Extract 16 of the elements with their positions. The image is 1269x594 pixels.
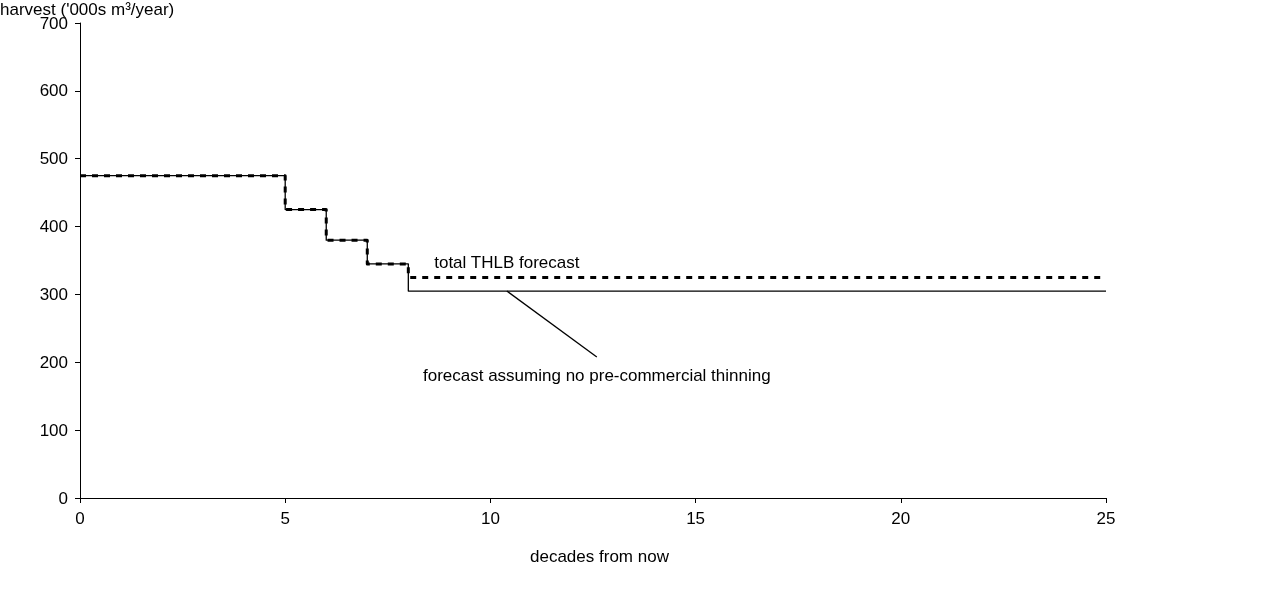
y-tick-label: 0	[58, 488, 68, 508]
x-tick-label: 25	[1096, 509, 1116, 528]
y-tick-label: 300	[39, 284, 68, 304]
x-tick-label: 15	[686, 509, 706, 528]
y-tick-label: 400	[39, 217, 68, 237]
y-tick-label: 500	[39, 149, 68, 169]
x-tick-label: 5	[280, 509, 290, 528]
x-tick-label: 10	[480, 509, 500, 528]
x-tick-label: 0	[75, 509, 85, 528]
x-axis-title: decades from now	[530, 547, 670, 566]
annotation: total THLB forecast	[434, 253, 580, 273]
y-tick-label: 600	[39, 81, 68, 101]
y-tick-label: 100	[39, 420, 68, 440]
y-tick-label: 200	[39, 352, 68, 372]
annotation: forecast assuming no pre-commercial thinning	[422, 366, 771, 386]
x-tick-label: 20	[891, 509, 911, 528]
